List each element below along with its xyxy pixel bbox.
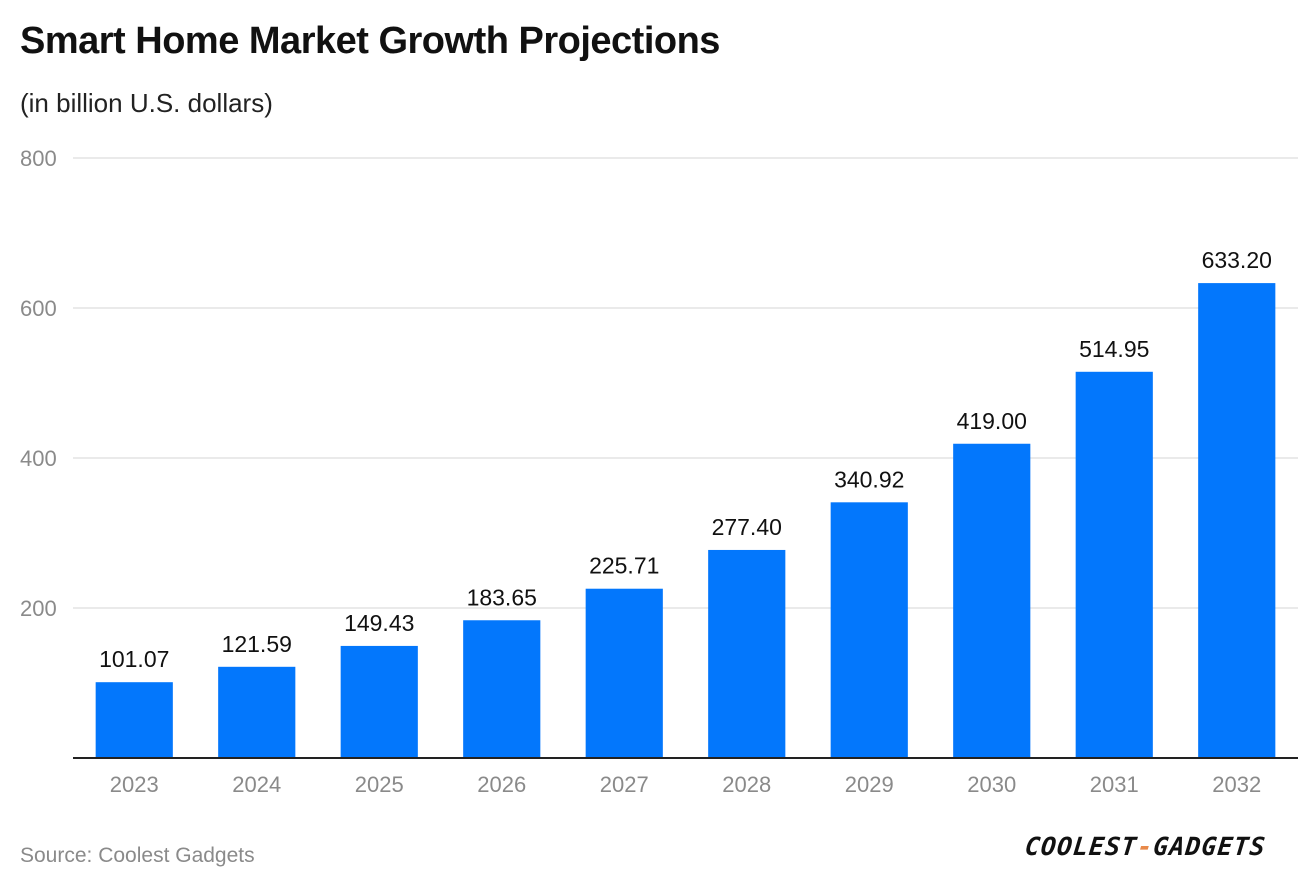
logo-word-right: GADGETS — [1152, 832, 1268, 861]
x-tick-label: 2027 — [600, 772, 649, 797]
logo-word-left: COOLEST — [1023, 832, 1140, 861]
x-tick-label: 2031 — [1090, 772, 1139, 797]
bar — [953, 443, 1031, 758]
x-tick-label: 2025 — [355, 772, 404, 797]
data-labels: 101.07 121.59 149.43 183.65 225.71 277.40 340.… — [99, 247, 1272, 672]
bar-value-label: 340.92 — [834, 466, 904, 492]
bar-value-label: 225.71 — [589, 553, 659, 579]
x-axis-ticks: 2023 2024 2025 2026 2027 2028 2029 2030 2031 2032 — [110, 772, 1261, 797]
bar — [708, 549, 786, 758]
x-tick-label: 2026 — [477, 772, 526, 797]
bar-value-label: 633.20 — [1202, 247, 1272, 273]
bar — [585, 588, 663, 758]
bar-value-label: 101.07 — [99, 646, 169, 672]
bar-value-label: 277.40 — [712, 514, 782, 540]
source-note: Source: Coolest Gadgets — [20, 844, 255, 867]
bar — [1198, 283, 1276, 758]
y-tick-label: 800 — [20, 146, 57, 171]
y-tick-label: 600 — [20, 296, 57, 321]
x-tick-label: 2028 — [722, 772, 771, 797]
x-tick-label: 2029 — [845, 772, 894, 797]
bar-value-label: 121.59 — [222, 631, 292, 657]
x-tick-label: 2030 — [967, 772, 1016, 797]
bar-value-label: 149.43 — [344, 610, 414, 636]
x-tick-label: 2023 — [110, 772, 159, 797]
chart-subtitle: (in billion U.S. dollars) — [20, 88, 273, 118]
bar-value-label: 183.65 — [467, 584, 537, 610]
x-tick-label: 2032 — [1212, 772, 1261, 797]
bar — [463, 620, 541, 758]
bar — [340, 645, 418, 758]
brand-logo: COOLEST-GADGETS — [1024, 832, 1268, 861]
bars — [95, 283, 1276, 758]
y-tick-label: 200 — [20, 596, 57, 621]
bar — [1075, 371, 1153, 758]
y-tick-label: 400 — [20, 446, 57, 471]
y-axis-ticks: 200 400 600 800 — [20, 146, 57, 621]
bar-value-label: 514.95 — [1079, 336, 1149, 362]
bar — [95, 682, 173, 758]
chart-title: Smart Home Market Growth Projections — [20, 20, 720, 62]
bar — [830, 502, 908, 758]
bar-value-label: 419.00 — [957, 408, 1027, 434]
bar — [218, 666, 296, 758]
x-tick-label: 2024 — [232, 772, 281, 797]
